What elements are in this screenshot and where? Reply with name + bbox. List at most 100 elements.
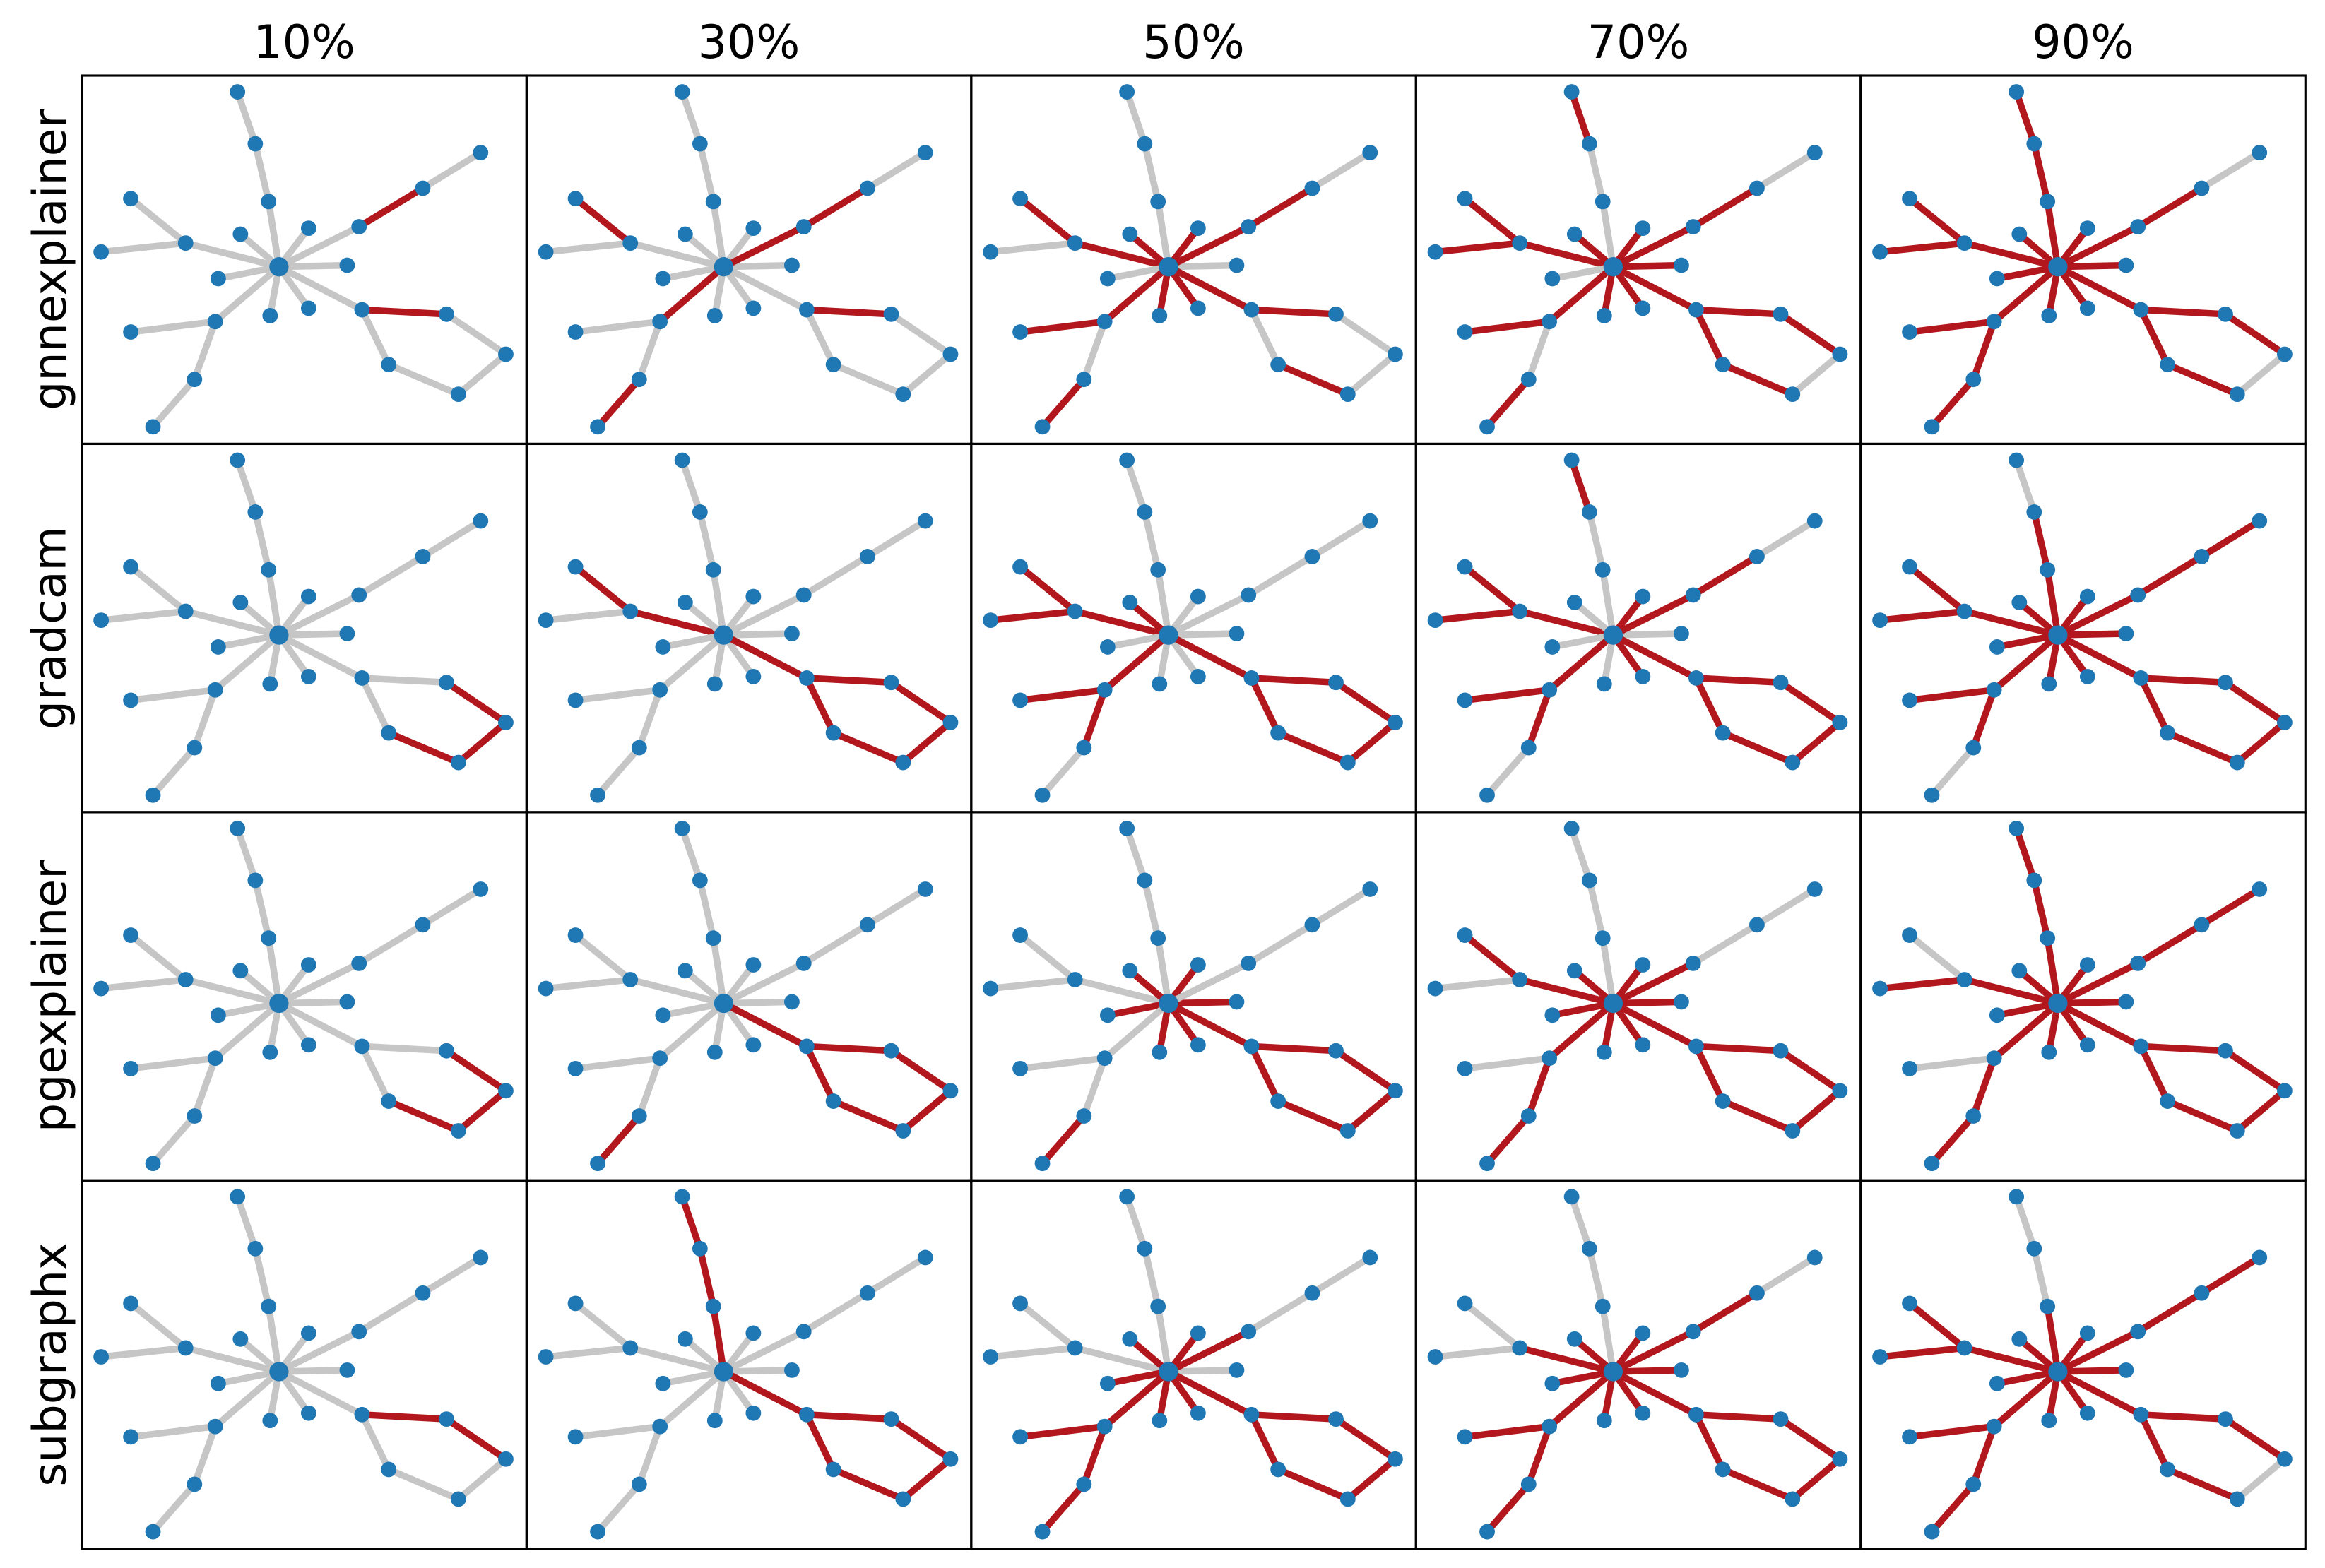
edge xyxy=(1549,1368,1617,1387)
edge xyxy=(572,932,634,983)
node xyxy=(123,191,138,207)
edge xyxy=(127,195,189,247)
node xyxy=(2133,1406,2149,1423)
edge xyxy=(1994,263,2061,283)
node xyxy=(1902,559,1917,575)
node xyxy=(1457,1060,1473,1076)
edge xyxy=(1154,198,1172,271)
edge xyxy=(572,195,634,247)
node xyxy=(860,917,875,933)
node xyxy=(2194,917,2210,933)
edge xyxy=(2013,88,2038,148)
node xyxy=(1339,754,1356,771)
node xyxy=(1457,1295,1473,1312)
node xyxy=(1241,955,1257,971)
node xyxy=(269,993,289,1014)
graph-panel xyxy=(1859,811,2307,1182)
edge xyxy=(358,1043,392,1105)
edge xyxy=(1549,999,1617,1019)
node xyxy=(351,219,367,234)
node xyxy=(1159,993,1178,1014)
edge xyxy=(803,306,837,368)
edge xyxy=(1719,1098,1796,1134)
edge xyxy=(1039,1480,1088,1536)
node xyxy=(674,1189,690,1205)
edge xyxy=(191,1423,219,1488)
edge xyxy=(191,1055,219,1119)
node xyxy=(1243,670,1260,686)
edge xyxy=(1248,1411,1282,1473)
node xyxy=(1457,692,1473,708)
edge xyxy=(276,591,362,639)
node xyxy=(1542,682,1558,698)
node xyxy=(1989,271,2005,287)
edge xyxy=(265,1302,283,1375)
node xyxy=(1362,145,1378,161)
edge xyxy=(252,1245,272,1310)
edge xyxy=(1960,239,2061,271)
node xyxy=(381,1093,397,1109)
edge xyxy=(572,1300,634,1352)
edge xyxy=(1154,566,1172,639)
node xyxy=(1520,1476,1537,1492)
edge xyxy=(1693,306,1785,318)
node xyxy=(1034,1524,1051,1540)
edge xyxy=(1332,679,1399,726)
node xyxy=(300,300,316,316)
edge xyxy=(1693,675,1727,737)
edge xyxy=(127,1055,219,1072)
edge xyxy=(1789,1087,1844,1134)
node xyxy=(1832,715,1848,730)
edge xyxy=(1516,239,1617,271)
node xyxy=(1034,419,1051,435)
node xyxy=(1688,1406,1704,1423)
edge xyxy=(182,607,283,639)
node xyxy=(1986,1050,2002,1067)
node xyxy=(1635,668,1651,684)
node xyxy=(261,562,277,578)
node xyxy=(538,980,554,997)
edge xyxy=(572,318,663,335)
edge xyxy=(2013,825,2038,884)
node xyxy=(351,587,367,603)
edge xyxy=(1101,999,1172,1062)
node xyxy=(825,725,841,741)
node xyxy=(300,220,316,237)
node xyxy=(93,980,110,997)
edge xyxy=(659,631,728,651)
node xyxy=(1581,504,1597,520)
edge xyxy=(1308,149,1373,192)
edge xyxy=(2054,999,2145,1050)
node xyxy=(2130,219,2146,234)
edge xyxy=(2044,566,2061,639)
edge xyxy=(2054,1368,2145,1418)
graph-panel xyxy=(970,442,1417,814)
node xyxy=(123,1429,138,1445)
node xyxy=(798,670,815,686)
node xyxy=(714,257,734,277)
row-label: gradcam xyxy=(24,526,77,730)
edge xyxy=(1308,1254,1373,1297)
node xyxy=(1872,980,1888,997)
node xyxy=(354,1038,370,1055)
node xyxy=(2160,357,2176,373)
edge xyxy=(2054,998,2130,1007)
edge xyxy=(419,886,485,929)
node xyxy=(2130,1324,2146,1340)
edge xyxy=(276,1368,366,1418)
edge xyxy=(97,607,189,624)
edge xyxy=(1568,88,1593,148)
edge xyxy=(829,1098,907,1134)
node xyxy=(895,386,911,403)
node xyxy=(1243,1038,1260,1055)
node xyxy=(2048,625,2068,645)
node xyxy=(1512,603,1528,619)
node xyxy=(1749,1285,1765,1301)
node xyxy=(2160,725,2176,741)
node xyxy=(883,306,899,322)
node xyxy=(2229,386,2245,403)
edge xyxy=(1970,318,1998,383)
node xyxy=(1067,235,1083,251)
edge xyxy=(987,976,1079,992)
